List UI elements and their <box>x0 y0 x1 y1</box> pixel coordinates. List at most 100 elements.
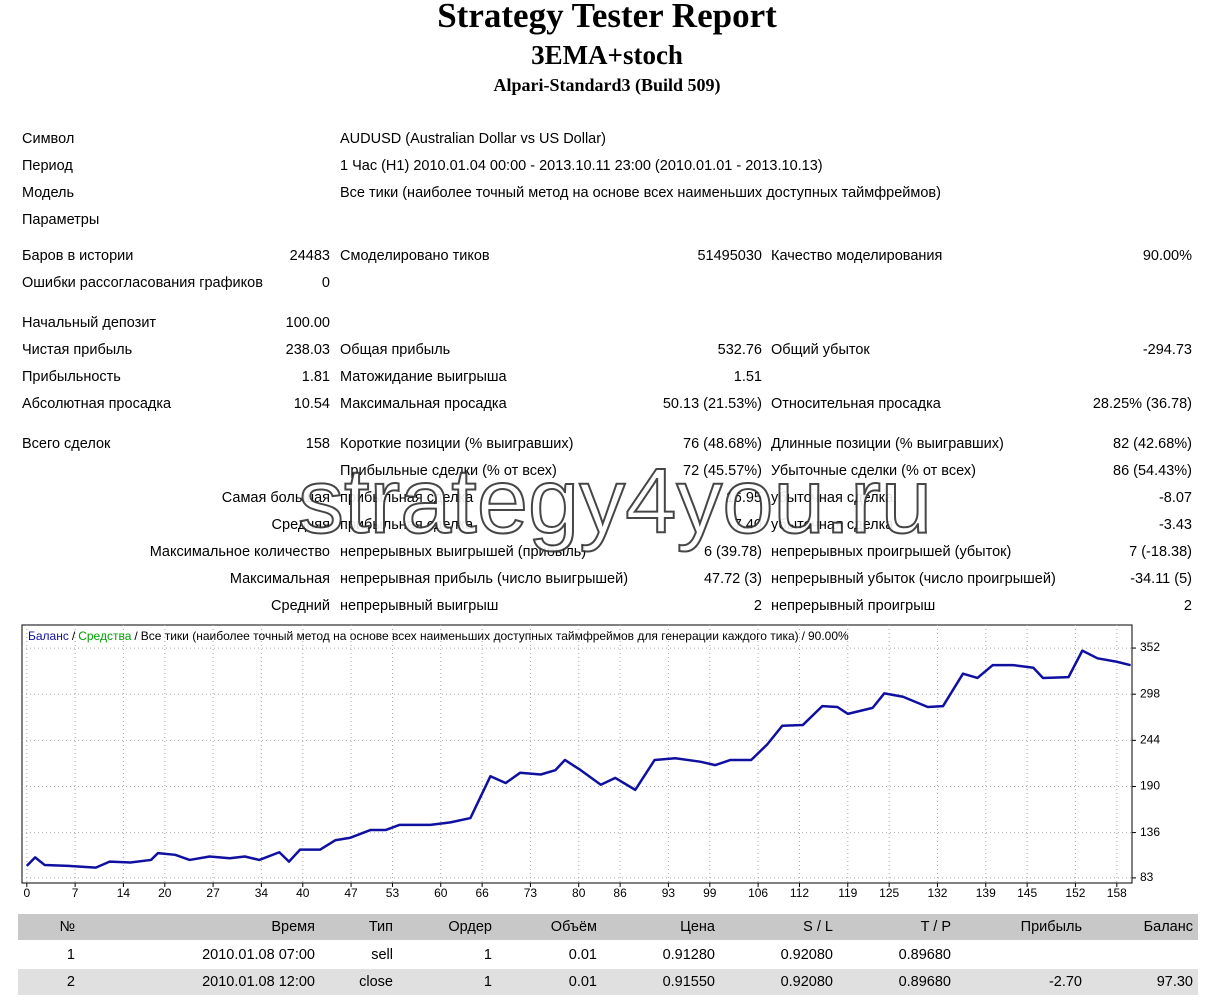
table-cell: 1 <box>67 947 75 963</box>
stat-label: Средняя <box>272 517 330 533</box>
x-tick-label: 125 <box>879 886 899 900</box>
stat-label: Смоделировано тиков <box>340 248 490 264</box>
stat-label: прибыльная сделка <box>340 517 474 533</box>
separator: / <box>72 629 76 643</box>
x-tick-label: 20 <box>158 886 172 900</box>
table-header: Прибыль <box>1021 919 1082 935</box>
table-cell: sell <box>371 947 393 963</box>
chart-caption: Баланс / Средства / Все тики (наиболее точны… <box>28 629 849 643</box>
stat-label: Длинные позиции (% выигравших) <box>771 436 1004 452</box>
stat-value: 86 (54.43%) <box>1113 463 1192 479</box>
info-label: Параметры <box>22 212 99 228</box>
x-tick-label: 0 <box>23 886 30 900</box>
table-cell: 0.92080 <box>781 947 833 963</box>
table-cell: 2010.01.08 12:00 <box>202 974 315 990</box>
stat-value: 16.95 <box>726 490 762 506</box>
stat-label: Матожидание выигрыша <box>340 369 508 385</box>
x-tick-label: 93 <box>662 886 676 900</box>
table-cell: 1 <box>484 974 492 990</box>
server-name: Alpari-Standard3 (Build 509) <box>493 75 720 96</box>
stat-label: Убыточные сделки (% от всех) <box>771 463 976 479</box>
stat-value: -294.73 <box>1143 342 1192 358</box>
stat-label: Ошибки рассогласования графиков <box>22 275 263 291</box>
table-header: Ордер <box>448 919 492 935</box>
chart-title: Все тики (наиболее точный метод на основ… <box>141 629 799 643</box>
stat-value: 7 (-18.38) <box>1129 544 1192 560</box>
stat-value: 2 <box>1184 598 1192 614</box>
stat-label: Прибыльные сделки (% от всех) <box>340 463 557 479</box>
y-tick-label: 298 <box>1140 686 1160 700</box>
table-cell: 2010.01.08 07:00 <box>202 947 315 963</box>
stat-label: Качество моделирования <box>771 248 942 264</box>
x-tick-label: 106 <box>748 886 768 900</box>
x-tick-label: 86 <box>613 886 627 900</box>
stat-label: Максимальное количество <box>150 544 330 560</box>
legend-entry: Средства <box>78 629 131 643</box>
stat-label: Самая большая <box>222 490 330 506</box>
stat-label: Относительная просадка <box>771 396 942 412</box>
report-title: Strategy Tester Report <box>437 0 777 35</box>
stat-label: Общий убыток <box>771 342 870 358</box>
quality: 90.00% <box>808 629 849 643</box>
stat-label: Баров в истории <box>22 248 133 264</box>
x-tick-label: 73 <box>524 886 538 900</box>
stat-value: 158 <box>306 436 330 452</box>
stat-value: 82 (42.68%) <box>1113 436 1192 452</box>
stat-label: непрерывных выигрышей (прибыль) <box>340 544 586 560</box>
stat-value: 100.00 <box>286 315 330 331</box>
info-value: AUDUSD (Australian Dollar vs US Dollar) <box>340 131 606 147</box>
info-value: 1 Час (H1) 2010.01.04 00:00 - 2013.10.11… <box>340 158 823 174</box>
stat-value: 238.03 <box>286 342 330 358</box>
table-header: Цена <box>680 919 716 935</box>
table-header: Тип <box>369 919 393 935</box>
stat-label: непрерывных проигрышей (убыток) <box>771 544 1011 560</box>
stat-label: непрерывный выигрыш <box>340 598 498 614</box>
stat-value: 24483 <box>290 248 330 264</box>
info-label: Период <box>22 158 73 174</box>
stat-label: Максимальная просадка <box>340 396 508 412</box>
stat-value: 51495030 <box>697 248 762 264</box>
x-tick-label: 66 <box>475 886 489 900</box>
stat-value: 72 (45.57%) <box>683 463 762 479</box>
x-tick-label: 152 <box>1065 886 1085 900</box>
table-header: S / L <box>803 919 833 935</box>
x-tick-label: 40 <box>296 886 310 900</box>
table-cell: 0.92080 <box>781 974 833 990</box>
stat-value: 90.00% <box>1143 248 1192 264</box>
stat-value: 28.25% (36.78) <box>1093 396 1192 412</box>
table-cell: 2 <box>67 974 75 990</box>
stat-value: 50.13 (21.53%) <box>663 396 762 412</box>
x-tick-label: 27 <box>206 886 220 900</box>
table-header: № <box>59 919 75 935</box>
watermark: strategy4you.ru <box>298 450 932 552</box>
stat-label: убыточная сделка <box>771 490 894 506</box>
separator: / <box>134 629 138 643</box>
table-header: T / P <box>921 919 951 935</box>
stat-value: 7.40 <box>734 517 762 533</box>
stat-value: -3.43 <box>1159 517 1192 533</box>
strategy-name: 3EMA+stoch <box>531 40 683 70</box>
x-tick-label: 34 <box>255 886 269 900</box>
x-tick-label: 145 <box>1017 886 1037 900</box>
x-tick-label: 47 <box>344 886 358 900</box>
stat-value: 47.72 (3) <box>704 571 762 587</box>
stat-value: 2 <box>754 598 762 614</box>
x-tick-label: 80 <box>572 886 586 900</box>
table-row-bg <box>18 969 1198 995</box>
table-cell: 0.89680 <box>899 947 951 963</box>
table-cell: 0.01 <box>569 974 597 990</box>
table-cell: 0.01 <box>569 947 597 963</box>
table-cell: 0.91550 <box>663 974 715 990</box>
stat-label: прибыльная сделка <box>340 490 474 506</box>
x-tick-label: 112 <box>790 886 809 900</box>
y-tick-label: 352 <box>1140 640 1160 654</box>
stat-label: Абсолютная просадка <box>22 396 172 412</box>
table-cell: close <box>359 974 393 990</box>
x-tick-label: 14 <box>117 886 131 900</box>
stat-label: Всего сделок <box>22 436 111 452</box>
table-cell: 0.91280 <box>663 947 715 963</box>
stat-value: 532.76 <box>718 342 762 358</box>
table-header: Время <box>271 919 315 935</box>
table-header: Баланс <box>1144 919 1193 935</box>
